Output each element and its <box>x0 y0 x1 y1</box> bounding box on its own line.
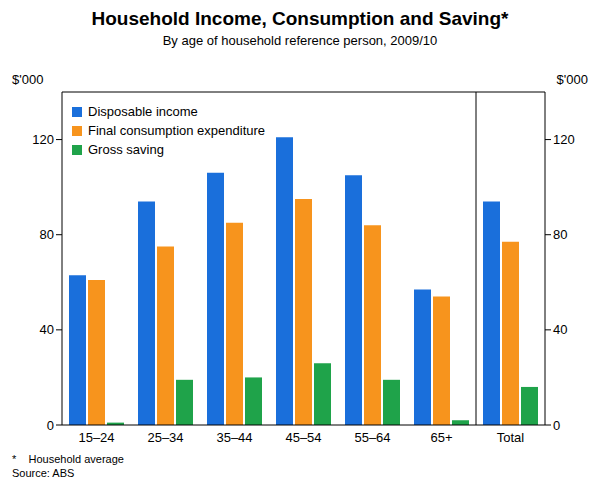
svg-text:0: 0 <box>47 418 54 433</box>
svg-text:65+: 65+ <box>430 430 452 445</box>
html-text:Disposable income: Disposable income <box>88 104 198 119</box>
svg-text:40: 40 <box>553 322 567 337</box>
html-text:$'000: $'000 <box>12 72 44 87</box>
svg-text:15–24: 15–24 <box>78 430 114 445</box>
svg-text:80: 80 <box>553 227 567 242</box>
html-text:Final consumption expenditure: Final consumption expenditure <box>88 123 266 138</box>
html-text:* Household average: * Household average <box>12 453 124 465</box>
svg-text:0: 0 <box>553 418 560 433</box>
svg-text:35–44: 35–44 <box>216 430 252 445</box>
html-text:By age of household reference: By age of household reference person, 20… <box>162 33 438 48</box>
svg-text:Total: Total <box>497 430 525 445</box>
svg-text:40: 40 <box>40 322 54 337</box>
svg-text:25–34: 25–34 <box>147 430 183 445</box>
html-text:Household Income, Consumption: Household Income, Consumption and Saving… <box>91 8 509 29</box>
html-text:Source: ABS: Source: ABS <box>12 467 75 479</box>
svg-text:120: 120 <box>553 132 575 147</box>
html-text:Gross saving: Gross saving <box>88 142 164 157</box>
svg-text:80: 80 <box>40 227 54 242</box>
svg-text:55–64: 55–64 <box>354 430 390 445</box>
html-text:$'000: $'000 <box>556 72 588 87</box>
svg-text:120: 120 <box>32 132 54 147</box>
svg-text:45–54: 45–54 <box>285 430 321 445</box>
